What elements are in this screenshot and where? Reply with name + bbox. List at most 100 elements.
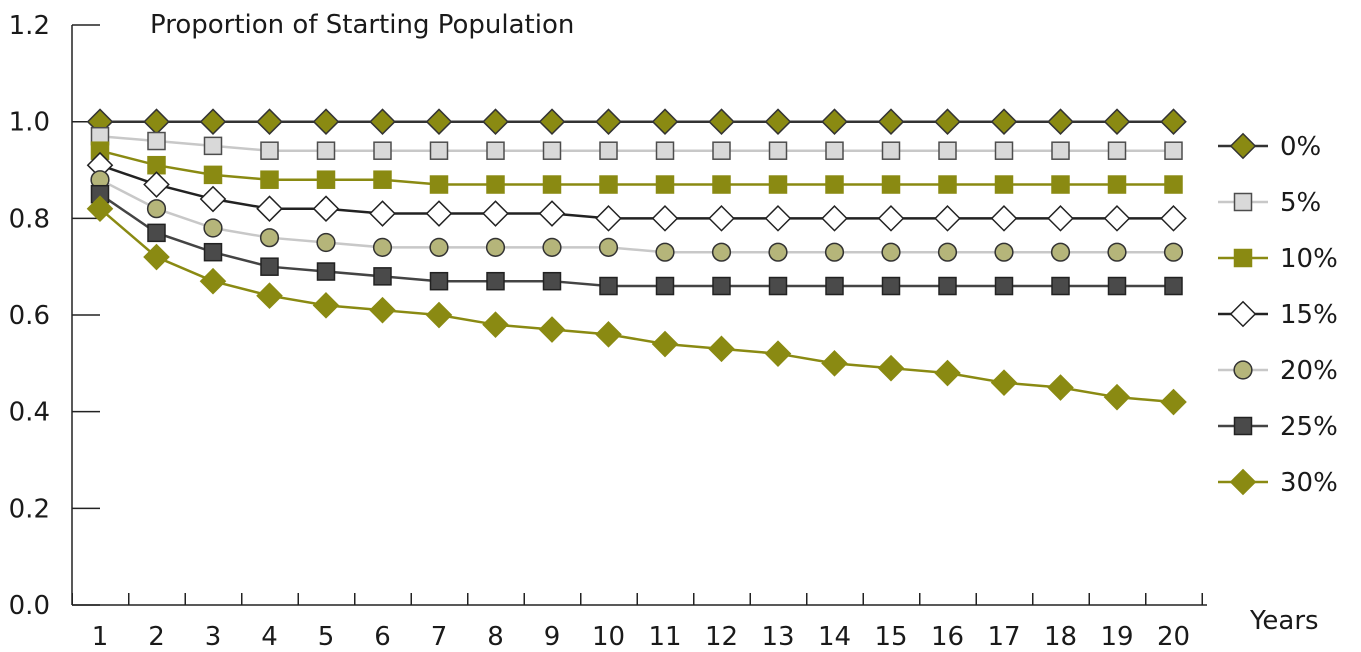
x-tick-label: 17 (987, 622, 1020, 652)
legend-item: 5% (1218, 188, 1321, 218)
x-tick-label: 6 (374, 622, 391, 652)
data-point (1160, 108, 1187, 136)
data-point (1160, 205, 1187, 232)
data-point (712, 175, 731, 194)
data-point (259, 228, 280, 248)
data-point (655, 276, 675, 296)
legend-marker (1233, 416, 1253, 436)
series-line (99, 149, 1174, 186)
x-tick-label: 19 (1100, 622, 1133, 652)
data-point (486, 175, 505, 194)
data-point (312, 292, 340, 319)
data-point (542, 237, 562, 257)
data-point (425, 108, 453, 136)
data-point (1051, 175, 1070, 194)
data-point (86, 195, 114, 222)
data-point (256, 195, 283, 222)
data-point (143, 171, 170, 198)
data-point (877, 354, 905, 382)
data-point (934, 108, 961, 136)
data-point (1050, 242, 1071, 262)
data-point (768, 175, 788, 194)
data-point (1107, 141, 1127, 160)
data-point (937, 242, 958, 262)
x-tick-label: 12 (705, 622, 738, 652)
data-point (143, 108, 170, 136)
legend-marker (1229, 132, 1257, 160)
data-point (260, 170, 279, 189)
chart-title: Proportion of Starting Population (150, 10, 574, 40)
x-tick-label: 2 (148, 622, 165, 652)
data-point (599, 175, 618, 194)
y-tick-label: 1.0 (9, 108, 50, 138)
data-point (1160, 388, 1187, 416)
legend-label: 30% (1280, 468, 1338, 498)
data-point (821, 205, 848, 232)
data-point (821, 350, 848, 377)
data-point (938, 276, 957, 296)
data-point (764, 205, 792, 232)
data-point (429, 237, 449, 257)
data-point (199, 108, 227, 136)
data-point (316, 141, 336, 160)
data-point (934, 205, 961, 232)
data-point (990, 108, 1018, 136)
legend-label: 25% (1280, 412, 1338, 442)
legend-marker (1233, 360, 1253, 380)
data-point (1107, 276, 1127, 296)
x-axis-title: Years (1249, 606, 1319, 636)
data-point (1047, 374, 1074, 401)
x-tick-label: 1 (92, 622, 109, 652)
data-point (1107, 175, 1127, 194)
legend-marker (1229, 468, 1257, 496)
data-point (825, 175, 844, 194)
data-point (538, 108, 566, 136)
data-point (147, 155, 166, 175)
data-point (768, 242, 788, 262)
data-point (877, 205, 905, 232)
data-point (316, 262, 336, 281)
data-point (538, 200, 566, 227)
legend-label: 0% (1280, 132, 1321, 162)
data-point (881, 276, 901, 296)
x-tick-label: 7 (431, 622, 448, 652)
legend-label: 20% (1280, 356, 1338, 386)
data-point (373, 267, 392, 286)
data-point (425, 200, 453, 227)
data-point (1164, 141, 1183, 160)
data-point (147, 223, 166, 243)
data-point (199, 185, 227, 213)
data-point (203, 165, 223, 185)
x-tick-label: 14 (818, 622, 851, 652)
legend-item: 20% (1218, 356, 1338, 386)
data-point (203, 218, 223, 238)
data-point (712, 276, 731, 296)
data-point (316, 232, 336, 253)
series-5pct (90, 126, 1183, 160)
data-point (708, 108, 735, 136)
legend-marker (1229, 300, 1257, 328)
data-point (146, 199, 167, 219)
series-25pct (90, 184, 1183, 296)
data-point (429, 141, 449, 160)
data-point (651, 205, 679, 232)
x-tick-label: 8 (487, 622, 504, 652)
data-point (542, 175, 562, 194)
data-point (1103, 205, 1131, 232)
data-point (881, 175, 901, 194)
data-point (599, 276, 618, 296)
data-point (369, 200, 396, 227)
data-point (425, 301, 453, 329)
data-point (482, 108, 509, 136)
legend-label: 15% (1280, 300, 1338, 330)
data-point (655, 141, 675, 160)
data-point (881, 141, 901, 160)
data-point (316, 170, 336, 189)
data-point (595, 205, 622, 232)
x-tick-label: 20 (1157, 622, 1190, 652)
data-point (260, 141, 279, 160)
data-point (764, 340, 792, 367)
x-tick-label: 15 (874, 622, 907, 652)
x-tick-label: 13 (761, 622, 794, 652)
